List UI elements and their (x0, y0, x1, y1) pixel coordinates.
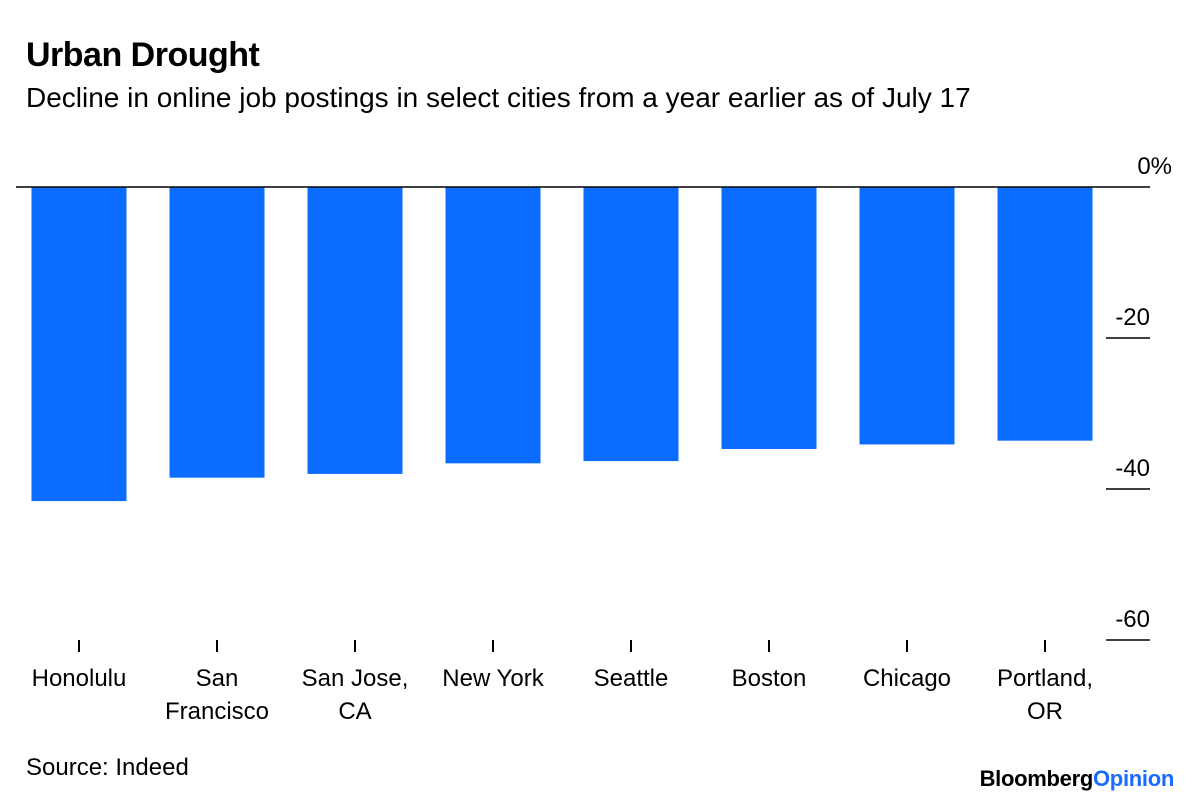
brand-main: Bloomberg (979, 766, 1094, 791)
x-tick-label: Boston (732, 665, 807, 692)
bar (583, 187, 679, 462)
x-axis: Honolulu San Francisco San Jose, CA New York S… (32, 640, 1093, 725)
brand-accent: Opinion (1093, 766, 1174, 791)
bar (31, 187, 127, 502)
bar (721, 187, 817, 449)
x-tick-label: OR (1027, 698, 1063, 725)
bloomberg-opinion-logo: BloombergOpinion (979, 766, 1175, 792)
bar (307, 187, 403, 474)
y-tick-label: -40 (1115, 455, 1150, 482)
x-tick-label: San Jose, (302, 665, 409, 692)
y-tick-label: 0% (1137, 153, 1172, 180)
bars-layer (31, 187, 1093, 502)
bar (859, 187, 955, 445)
x-tick-label: CA (338, 698, 371, 725)
x-tick-label: Portland, (997, 665, 1093, 692)
y-axis: 0% -20 -40 -60 (16, 153, 1172, 641)
bar (445, 187, 541, 464)
bar (997, 187, 1093, 441)
y-tick-label: -20 (1115, 304, 1150, 331)
y-tick-label: -60 (1115, 606, 1150, 633)
chart-title: Urban Drought (26, 36, 260, 74)
bar (169, 187, 265, 478)
x-tick-label: Francisco (165, 698, 269, 725)
x-tick-label: San (196, 665, 239, 692)
x-tick-label: Chicago (863, 665, 951, 692)
source-note: Source: Indeed (26, 754, 189, 781)
x-tick-label: Honolulu (32, 665, 127, 692)
x-tick-label: New York (442, 665, 544, 692)
chart-subtitle: Decline in online job postings in select… (26, 82, 971, 113)
x-tick-label: Seattle (594, 665, 669, 692)
